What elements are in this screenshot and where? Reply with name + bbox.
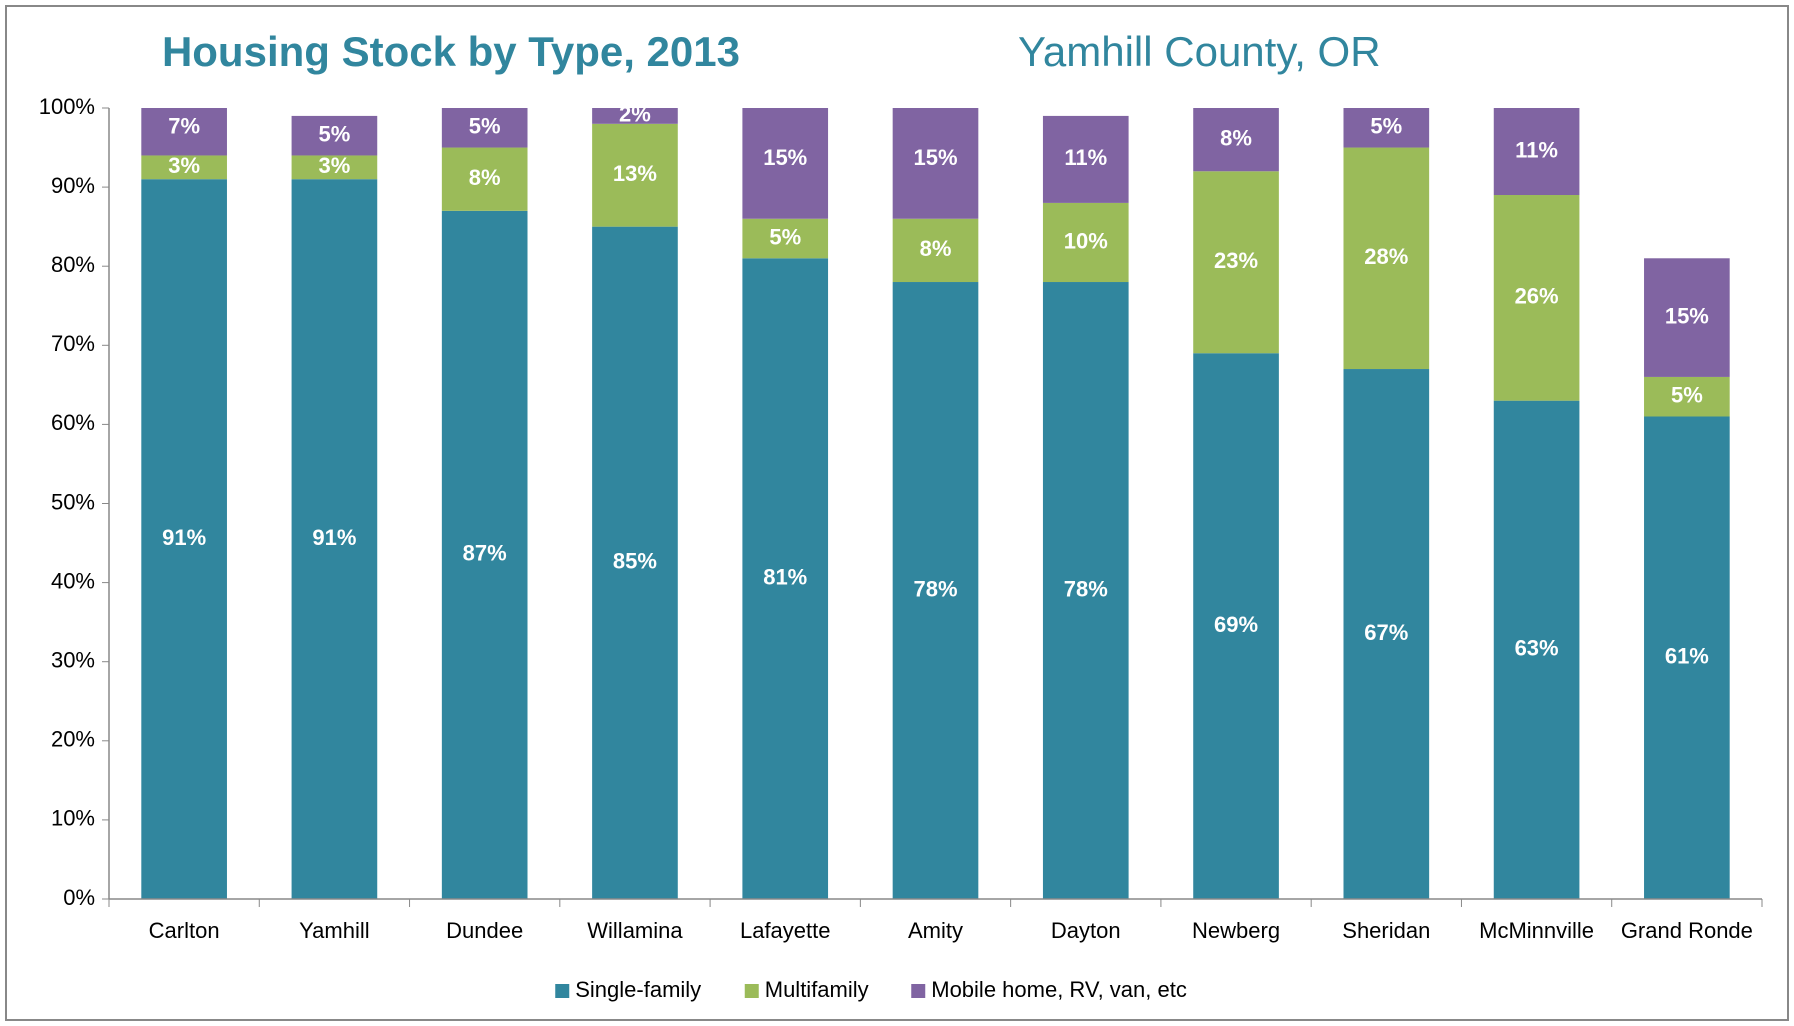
data-label: 3% bbox=[319, 153, 351, 178]
bar-segment bbox=[1193, 353, 1279, 899]
data-label: 78% bbox=[1064, 576, 1108, 601]
y-tick-label: 60% bbox=[51, 410, 95, 435]
data-label: 81% bbox=[763, 564, 807, 589]
bar-segment bbox=[1493, 400, 1580, 899]
data-label: 2% bbox=[619, 102, 651, 127]
y-tick-label: 10% bbox=[51, 806, 95, 831]
data-label: 5% bbox=[469, 114, 501, 139]
data-label: 7% bbox=[168, 114, 200, 139]
data-label: 5% bbox=[319, 121, 351, 146]
bar-segment bbox=[1343, 108, 1430, 148]
y-tick-label: 100% bbox=[39, 94, 95, 119]
bar-segment bbox=[291, 155, 378, 180]
bar-segment bbox=[592, 108, 678, 124]
data-label: 11% bbox=[1064, 145, 1107, 170]
plot-area bbox=[141, 108, 1730, 899]
x-tick-label: Carlton bbox=[149, 918, 220, 943]
data-label: 5% bbox=[769, 224, 801, 249]
data-label: 13% bbox=[613, 161, 657, 186]
bar-segment bbox=[141, 179, 227, 899]
data-label: 63% bbox=[1515, 636, 1559, 661]
bar-segment bbox=[1493, 195, 1580, 401]
x-tick-label: Amity bbox=[908, 918, 963, 943]
data-label: 91% bbox=[312, 525, 356, 550]
data-label: 10% bbox=[1064, 228, 1108, 253]
data-label: 91% bbox=[162, 525, 206, 550]
data-label: 23% bbox=[1214, 248, 1258, 273]
y-tick-label: 80% bbox=[51, 252, 95, 277]
bar-segment bbox=[592, 123, 678, 227]
bar-segment bbox=[742, 218, 829, 259]
data-label: 28% bbox=[1364, 244, 1408, 269]
y-tick-label: 50% bbox=[51, 489, 95, 514]
y-tick-label: 0% bbox=[63, 885, 95, 910]
bar-segment bbox=[1493, 108, 1580, 196]
legend-swatch bbox=[911, 984, 926, 998]
x-tick-label: Sheridan bbox=[1342, 918, 1430, 943]
y-tick-label: 20% bbox=[51, 727, 95, 752]
x-tick-label: Grand Ronde bbox=[1621, 918, 1753, 943]
chart-title: Housing Stock by Type, 2013 bbox=[162, 28, 740, 75]
legend-swatch bbox=[744, 984, 759, 998]
bar-segment bbox=[141, 155, 227, 180]
data-label: 5% bbox=[1370, 114, 1402, 139]
bar-segment bbox=[1644, 258, 1730, 377]
bar-segment bbox=[1042, 282, 1129, 899]
legend-swatch bbox=[555, 984, 570, 998]
data-label: 85% bbox=[613, 549, 657, 574]
x-tick-label: McMinnville bbox=[1479, 918, 1594, 943]
bar-segment bbox=[1644, 376, 1730, 417]
x-tick-label: Dundee bbox=[446, 918, 523, 943]
y-tick-label: 30% bbox=[51, 648, 95, 673]
x-tick-label: Willamina bbox=[587, 918, 683, 943]
x-tick-label: Lafayette bbox=[740, 918, 831, 943]
bar-segment bbox=[291, 179, 378, 899]
bar-segment bbox=[592, 226, 678, 899]
bar-segment bbox=[742, 108, 829, 219]
data-label: 78% bbox=[913, 576, 957, 601]
legend-label: Mobile home, RV, van, etc bbox=[931, 977, 1187, 1002]
legend-label: Multifamily bbox=[765, 977, 869, 1002]
data-label: 15% bbox=[763, 145, 807, 170]
y-tick-label: 90% bbox=[51, 173, 95, 198]
bar-segment bbox=[441, 210, 528, 899]
y-tick-label: 70% bbox=[51, 331, 95, 356]
bar-segment bbox=[892, 218, 979, 283]
bar-segment bbox=[1343, 147, 1430, 370]
data-label: 87% bbox=[463, 541, 507, 566]
data-label: 15% bbox=[1665, 303, 1709, 328]
bar-segment bbox=[141, 108, 227, 156]
data-label: 5% bbox=[1671, 383, 1703, 408]
bar-segment bbox=[892, 282, 979, 899]
bar-segment bbox=[291, 115, 378, 156]
data-label: 8% bbox=[920, 236, 952, 261]
data-label: 8% bbox=[1220, 125, 1252, 150]
data-label: 11% bbox=[1515, 137, 1558, 162]
bar-segment bbox=[441, 147, 528, 211]
bar-segment bbox=[892, 108, 979, 219]
bar-segment bbox=[1193, 171, 1279, 354]
bar-segment bbox=[1343, 369, 1430, 899]
x-tick-label: Dayton bbox=[1051, 918, 1121, 943]
bar-segment bbox=[1193, 108, 1279, 172]
data-label: 67% bbox=[1364, 620, 1408, 645]
x-tick-label: Yamhill bbox=[299, 918, 370, 943]
data-label: 15% bbox=[913, 145, 957, 170]
data-label: 61% bbox=[1665, 644, 1709, 669]
bar-segment bbox=[742, 258, 829, 899]
bar-segment bbox=[1042, 115, 1129, 203]
bar-segment bbox=[1644, 416, 1730, 899]
chart-subtitle: Yamhill County, OR bbox=[1018, 28, 1381, 75]
bar-segment bbox=[441, 108, 528, 148]
data-label: 69% bbox=[1214, 612, 1258, 637]
legend-label: Single-family bbox=[575, 977, 701, 1002]
data-label: 3% bbox=[168, 153, 200, 178]
bar-segment bbox=[1042, 202, 1129, 283]
data-label: 26% bbox=[1515, 284, 1559, 309]
y-tick-label: 40% bbox=[51, 568, 95, 593]
data-label: 8% bbox=[469, 165, 501, 190]
x-tick-label: Newberg bbox=[1192, 918, 1280, 943]
